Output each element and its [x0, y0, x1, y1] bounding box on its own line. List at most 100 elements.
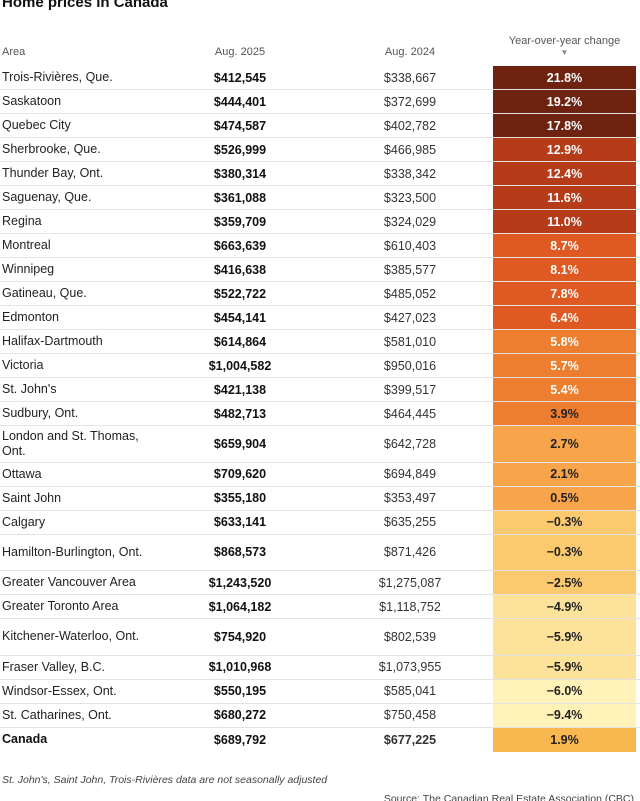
- table-row: Trois-Rivières, Que. $412,545 $338,667 21.8…: [0, 66, 640, 90]
- cell-yoy-change: 5.4%: [493, 378, 636, 401]
- cell-aug-2024: $402,782: [383, 118, 437, 133]
- cell-area: Quebec City: [2, 118, 71, 132]
- table-row: Fraser Valley, B.C. $1,010,968 $1,073,955 −…: [0, 655, 640, 680]
- cell-area: Winnipeg: [2, 262, 55, 276]
- cell-aug-2025: $1,010,968: [208, 660, 272, 674]
- source-credit: Source: The Canadian Real Estate Associa…: [383, 793, 634, 801]
- cell-yoy-change: 3.9%: [493, 402, 636, 425]
- cell-aug-2024: $372,699: [383, 94, 437, 109]
- table-row: Saint John $355,180 $353,497 0.5%: [0, 486, 640, 511]
- cell-aug-2024: $466,985: [383, 142, 437, 157]
- table-row: Greater Vancouver Area $1,243,520 $1,275,0…: [0, 571, 640, 595]
- cell-aug-2025: $380,314: [213, 166, 267, 181]
- cell-yoy-change: 11.6%: [493, 186, 636, 209]
- cell-area: Trois-Rivières, Que.: [2, 70, 113, 84]
- table-row: Saguenay, Que. $361,088 $323,500 11.6%: [0, 186, 640, 210]
- cell-yoy-change: −5.9%: [493, 655, 636, 679]
- cell-yoy-change: −9.4%: [493, 703, 636, 727]
- cell-aug-2024: $750,458: [383, 708, 437, 722]
- table-header: Area Aug. 2025 Aug. 2024 Year-over-year …: [0, 30, 640, 68]
- cell-aug-2024: $694,849: [383, 467, 437, 481]
- cell-area: London and St. Thomas, Ont.: [2, 428, 139, 458]
- cell-aug-2025: $412,545: [213, 70, 267, 85]
- cell-area: Thunder Bay, Ont.: [2, 166, 104, 180]
- footnote: St. John's, Saint John, Trois-Rivières d…: [2, 774, 328, 786]
- cell-area: Greater Vancouver Area: [2, 575, 136, 589]
- header-yoy-label: Year-over-year change: [508, 35, 621, 47]
- table-row: Calgary $633,141 $635,255 −0.3%: [0, 510, 640, 535]
- cell-yoy-change: 21.8%: [493, 66, 636, 89]
- cell-yoy-change: 8.7%: [493, 234, 636, 257]
- cell-aug-2024: $642,728: [383, 436, 437, 451]
- cell-yoy-change: 2.1%: [493, 462, 636, 486]
- table-row: Victoria $1,004,582 $950,016 5.7%: [0, 354, 640, 378]
- table-row: Winnipeg $416,638 $385,577 8.1%: [0, 258, 640, 282]
- cell-yoy-change: −0.3%: [493, 510, 636, 534]
- cell-aug-2025: $416,638: [213, 262, 267, 277]
- chart-title: Home prices in Canada: [2, 0, 168, 11]
- cell-aug-2025: $868,573: [213, 545, 267, 560]
- cell-aug-2025: $361,088: [213, 190, 267, 205]
- cell-yoy-change: 19.2%: [493, 90, 636, 113]
- cell-aug-2025: $482,713: [213, 406, 267, 421]
- cell-aug-2024: $427,023: [383, 310, 437, 325]
- cell-area: Kitchener-Waterloo, Ont.: [2, 629, 140, 644]
- cell-area: St. John's: [2, 382, 57, 396]
- cell-yoy-change: −6.0%: [493, 679, 636, 703]
- table-row: St. John's $421,138 $399,517 5.4%: [0, 378, 640, 402]
- cell-yoy-change: 6.4%: [493, 306, 636, 329]
- cell-aug-2025: $614,864: [213, 334, 267, 349]
- cell-aug-2024: $324,029: [383, 214, 437, 229]
- cell-yoy-change: 0.5%: [493, 486, 636, 510]
- cell-aug-2024: $585,041: [383, 684, 437, 698]
- cell-aug-2024: $1,073,955: [378, 660, 442, 674]
- cell-aug-2024: $323,500: [383, 190, 437, 205]
- cell-aug-2025: $709,620: [213, 467, 267, 481]
- cell-aug-2025: $355,180: [213, 491, 267, 505]
- cell-aug-2025: $522,722: [213, 286, 267, 301]
- cell-area: Montreal: [2, 238, 51, 252]
- table-row: Sudbury, Ont. $482,713 $464,445 3.9%: [0, 402, 640, 426]
- cell-area: Saint John: [2, 490, 62, 505]
- cell-aug-2024: $871,426: [383, 545, 437, 560]
- cell-area: Sherbrooke, Que.: [2, 142, 101, 156]
- header-aug-2025: Aug. 2025: [214, 46, 266, 58]
- cell-area: Regina: [2, 214, 42, 228]
- cell-area: Victoria: [2, 358, 44, 372]
- cell-aug-2025: $1,243,520: [208, 575, 272, 590]
- header-yoy-change[interactable]: Year-over-year change ▼: [493, 34, 636, 58]
- cell-area: Saskatoon: [2, 94, 62, 108]
- cell-aug-2024: $610,403: [383, 238, 437, 253]
- cell-aug-2025: $444,401: [213, 94, 267, 109]
- header-aug-2024: Aug. 2024: [384, 46, 436, 58]
- cell-aug-2024: $399,517: [383, 382, 437, 397]
- table-body: Trois-Rivières, Que. $412,545 $338,667 21.8…: [0, 66, 640, 752]
- sort-descending-icon[interactable]: ▼: [560, 48, 569, 57]
- cell-yoy-change: 12.9%: [493, 138, 636, 161]
- cell-aug-2024: $464,445: [383, 406, 437, 421]
- cell-yoy-change: −2.5%: [493, 571, 636, 594]
- cell-area: St. Catharines, Ont.: [2, 707, 112, 722]
- cell-aug-2025: $754,920: [213, 629, 267, 644]
- table-row: Greater Toronto Area $1,064,182 $1,118,752…: [0, 595, 640, 619]
- cell-yoy-change: −0.3%: [493, 534, 636, 570]
- cell-area: Gatineau, Que.: [2, 286, 87, 300]
- cell-area: Calgary: [2, 514, 46, 529]
- table-row: Montreal $663,639 $610,403 8.7%: [0, 234, 640, 258]
- header-area: Area: [2, 46, 26, 58]
- table-row-total: Canada $689,792 $677,225 1.9%: [0, 727, 640, 752]
- cell-yoy-change: 5.8%: [493, 330, 636, 353]
- cell-yoy-change: 12.4%: [493, 162, 636, 185]
- cell-area: Sudbury, Ont.: [2, 406, 79, 420]
- cell-aug-2025: $663,639: [213, 238, 267, 253]
- cell-yoy-change: −5.9%: [493, 619, 636, 655]
- table-row: Edmonton $454,141 $427,023 6.4%: [0, 306, 640, 330]
- cell-area: Saguenay, Que.: [2, 190, 92, 204]
- cell-aug-2024: $353,497: [383, 491, 437, 505]
- cell-aug-2024: $385,577: [383, 262, 437, 277]
- cell-yoy-change: −4.9%: [493, 595, 636, 618]
- cell-area: Windsor-Essex, Ont.: [2, 683, 117, 698]
- cell-aug-2024: $677,225: [383, 732, 437, 747]
- table-row: Sherbrooke, Que. $526,999 $466,985 12.9%: [0, 138, 640, 162]
- table-row: Thunder Bay, Ont. $380,314 $338,342 12.4%: [0, 162, 640, 186]
